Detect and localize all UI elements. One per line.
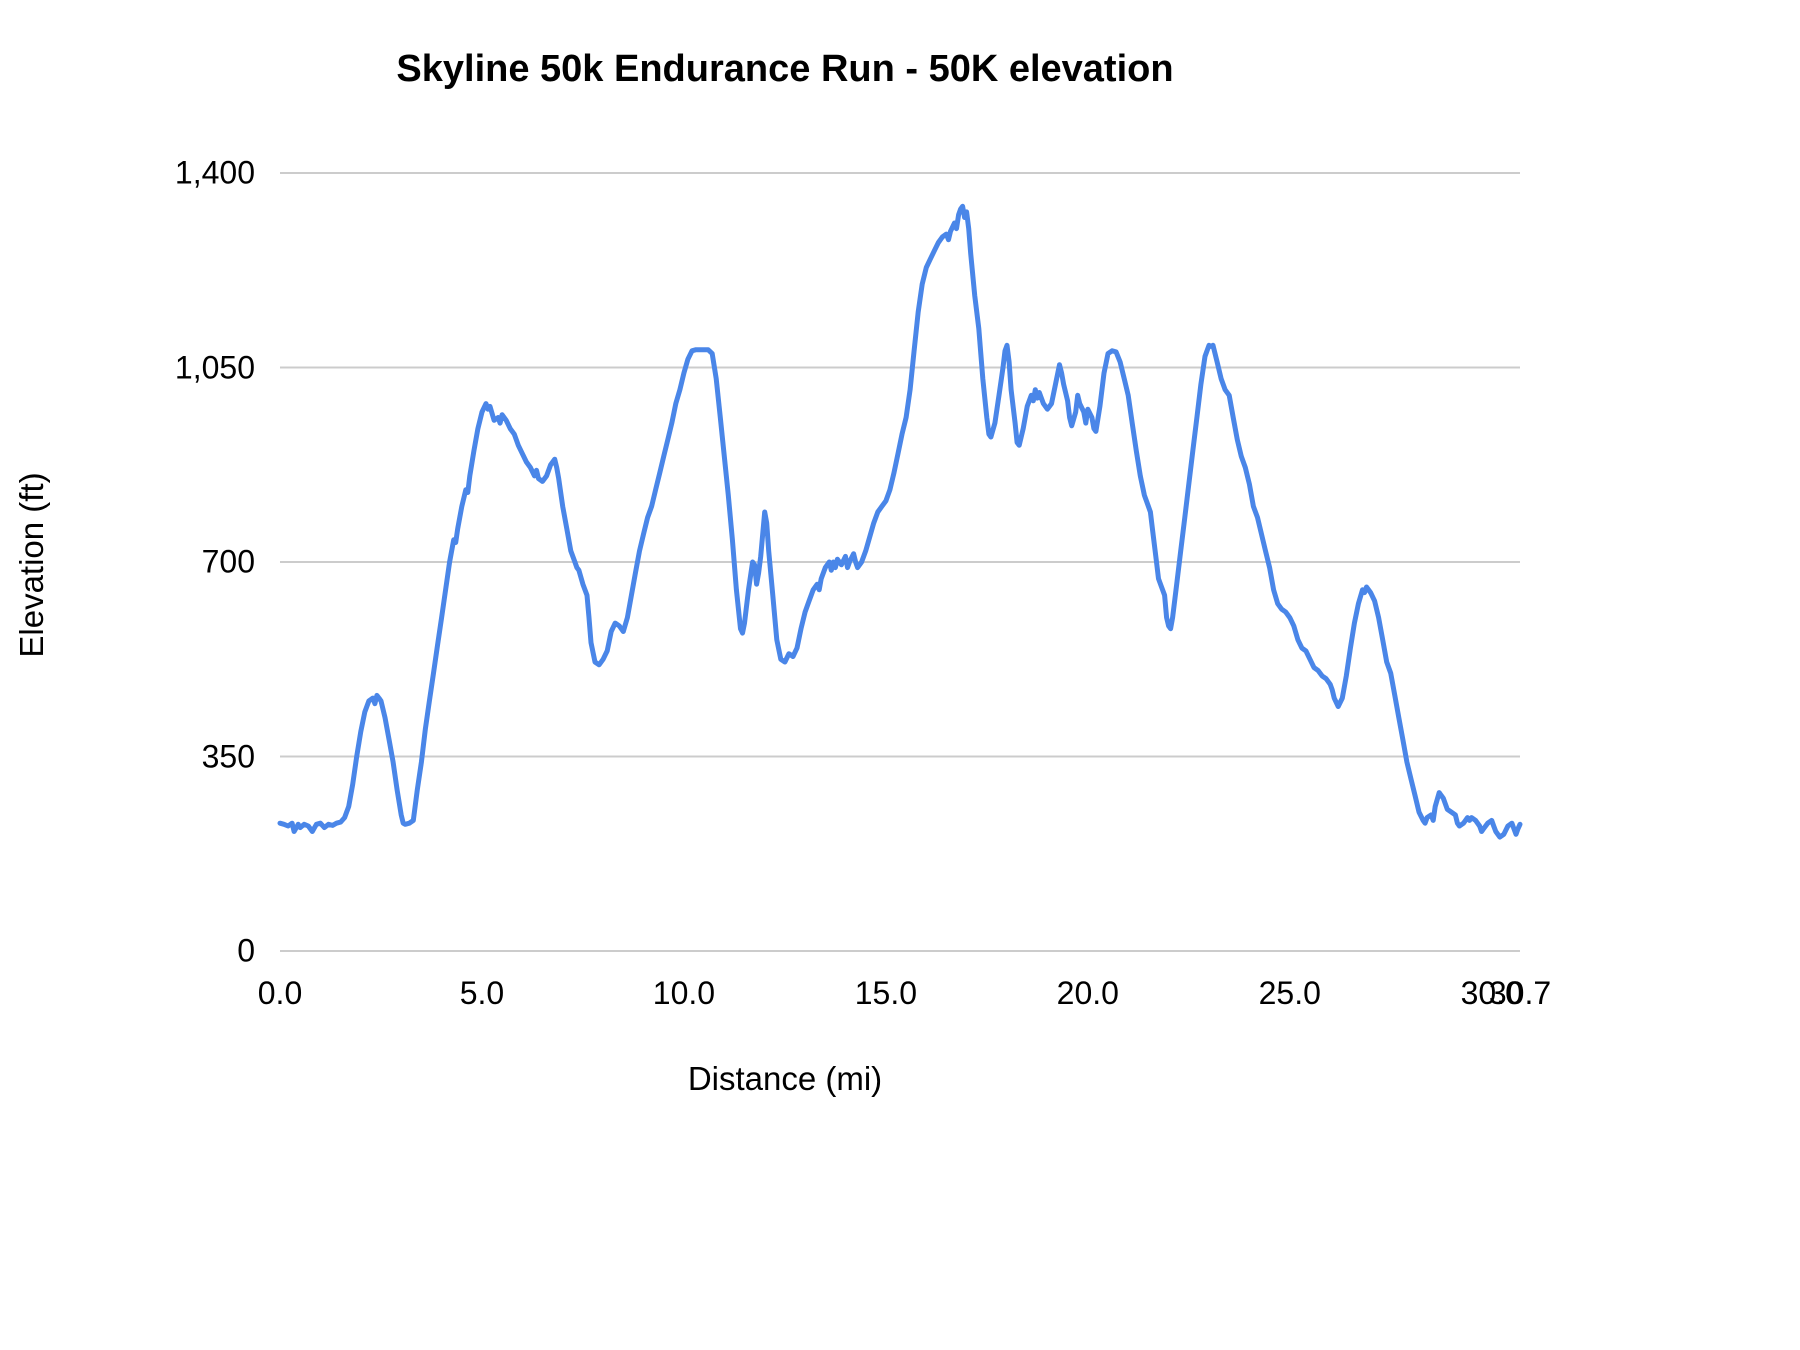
x-tick-label: 20.0 — [1056, 975, 1119, 1011]
x-tick-label: 30.0 — [1460, 975, 1523, 1011]
y-tick-label: 700 — [201, 543, 255, 580]
chart-title: Skyline 50k Endurance Run - 50K elevatio… — [396, 48, 1174, 90]
y-tick-label: 350 — [201, 738, 255, 774]
x-tick-label: 0.0 — [257, 975, 303, 1011]
x-tick-label: 25.0 — [1258, 975, 1321, 1011]
x-tick-label: 5.0 — [459, 975, 505, 1011]
y-tick-label: 0 — [237, 932, 255, 969]
y-tick-label: 1,050 — [174, 349, 255, 385]
y-tick-label: 1,400 — [174, 154, 255, 191]
elevation-line — [277, 203, 1523, 840]
x-tick-label: 15.0 — [854, 975, 917, 1011]
x-axis-title: Distance (mi) — [687, 1060, 883, 1097]
x-tick-label: 30.7 — [1488, 975, 1552, 1011]
gridlines — [280, 172, 1520, 952]
x-tick-label: 10.0 — [652, 975, 716, 1011]
